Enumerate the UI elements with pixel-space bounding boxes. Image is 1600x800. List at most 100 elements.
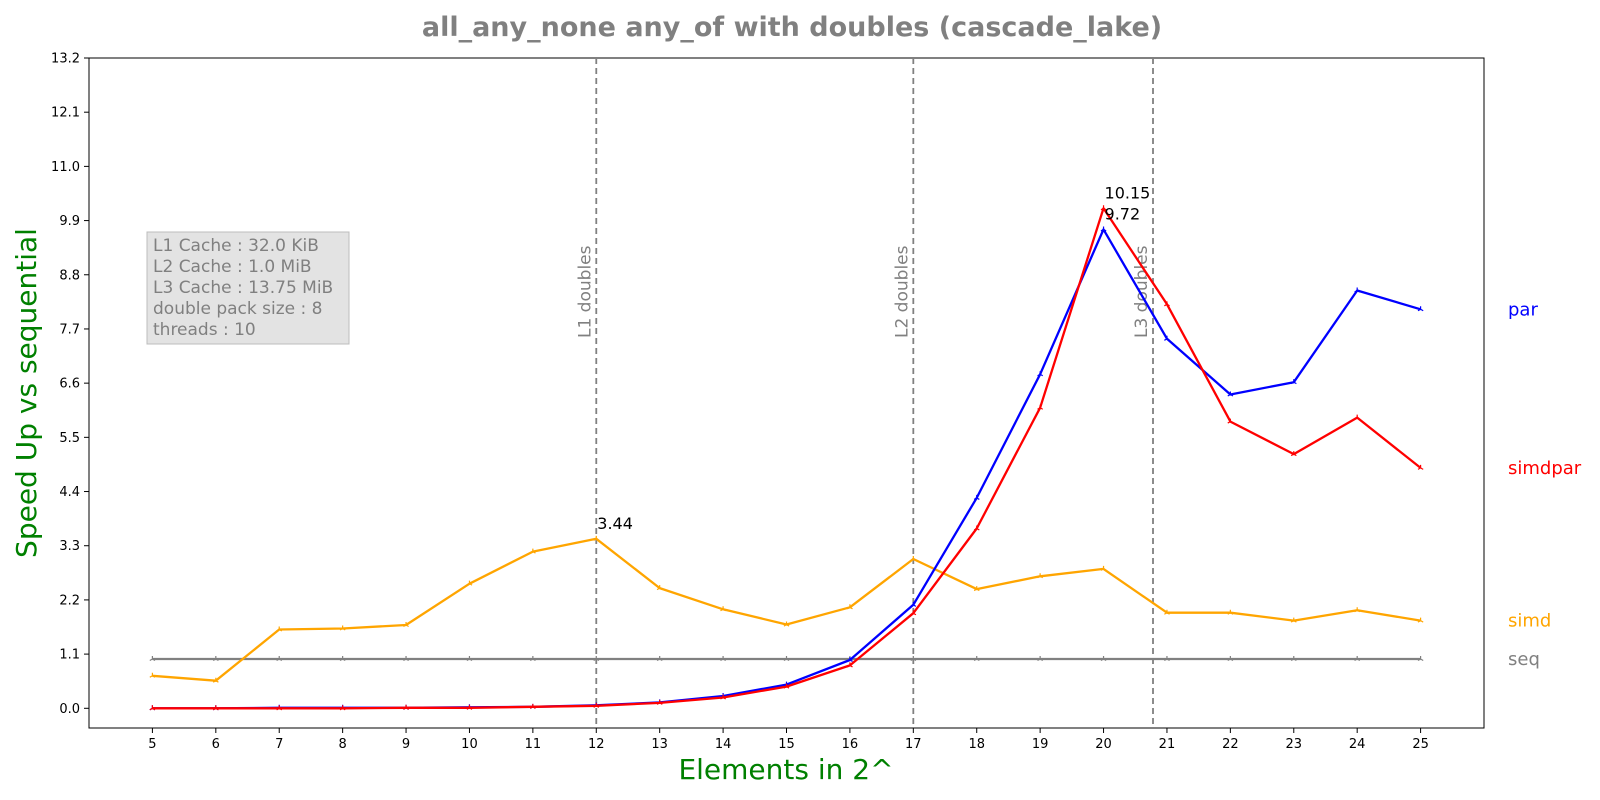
x-tick-label: 19	[1032, 737, 1049, 752]
x-tick-label: 6	[212, 737, 220, 752]
simd-series-label: simd	[1508, 611, 1551, 632]
x-tick-label: 21	[1159, 737, 1176, 752]
plot-frame	[88, 57, 1485, 729]
x-tick-label: 16	[842, 737, 859, 752]
cache-boundary-lines: L1 doubles L2 doubles L3 doubles	[575, 58, 1154, 728]
simdpar-data-point	[1037, 404, 1044, 410]
info-box-background	[146, 231, 350, 345]
x-tick-label: 20	[1095, 737, 1112, 752]
l1-doubles-label: L1 doubles	[575, 245, 595, 338]
x-tick-label: 8	[338, 737, 346, 752]
simdpar-data-point	[910, 610, 917, 616]
simdpar-data-point	[656, 699, 663, 705]
seq-data-point	[1037, 656, 1044, 662]
seq-data-point	[466, 656, 473, 662]
simdpar-data-point	[149, 705, 156, 711]
simdpar-data-point	[466, 704, 473, 710]
simd-data-point	[403, 622, 409, 628]
simd-data-point	[1290, 617, 1297, 623]
par-series-label: par	[1508, 299, 1538, 320]
info-l2-cache: L2 Cache : 1.0 MiB	[153, 257, 312, 277]
simdpar-data-point	[1164, 301, 1170, 307]
simdpar-data-point	[1227, 418, 1234, 424]
simd-data-point	[783, 621, 790, 627]
simdpar-data-point	[1417, 464, 1424, 470]
info-pack-size: double pack size : 8	[153, 299, 322, 319]
y-tick-label: 12.1	[51, 106, 80, 121]
seq-data-point	[529, 656, 536, 662]
x-tick-label: 12	[588, 737, 605, 752]
simdpar-data-point	[1290, 451, 1297, 457]
seq-series-label: seq	[1508, 649, 1540, 670]
x-tick-label: 18	[968, 737, 985, 752]
simdpar-data-point	[783, 683, 790, 689]
simdpar-data-point	[212, 705, 219, 711]
y-tick-label: 5.5	[59, 431, 80, 446]
simdpar-data-point	[403, 704, 409, 710]
simd-data-point	[1354, 607, 1361, 613]
seq-data-point	[1417, 656, 1424, 662]
seq-data-point	[720, 656, 726, 662]
par-data-point	[1100, 226, 1107, 232]
par-data-point	[1290, 379, 1297, 385]
seq-data-point	[403, 656, 409, 662]
par-data-point	[1354, 287, 1361, 293]
y-axis-ticks: 0.0 1.1 2.2 3.3 4.4 5.5 6.6 7.7 8.8 9.9 11.0 12.1 13…	[51, 52, 89, 717]
x-tick-label: 25	[1412, 737, 1429, 752]
x-axis-label: Elements in 2^	[678, 753, 893, 786]
simd-data-point	[593, 535, 600, 541]
annotation-9-72: 9.72	[1105, 204, 1141, 223]
y-axis-label: Speed Up vs sequential	[10, 228, 43, 558]
simd-data-point	[466, 580, 473, 586]
y-tick-label: 0.0	[59, 702, 80, 717]
simd-data-point	[1227, 609, 1234, 615]
simd-data-point	[1164, 609, 1170, 615]
seq-data-point	[783, 656, 790, 662]
simd-data-point	[212, 677, 219, 683]
y-tick-label: 8.8	[59, 268, 80, 283]
x-tick-label: 11	[525, 737, 542, 752]
seq-data-point	[1354, 656, 1361, 662]
seq-data-point	[339, 656, 346, 662]
plot-area	[88, 57, 1485, 729]
par-data-point	[1227, 391, 1234, 397]
y-tick-label: 6.6	[59, 377, 80, 392]
cache-info-box: L1 Cache : 32.0 KiB L2 Cache : 1.0 MiB L…	[146, 231, 350, 345]
seq-data-point	[1100, 656, 1107, 662]
par-data-point	[847, 657, 853, 663]
chart-title: all_any_none any_of with doubles (cascad…	[422, 12, 1162, 43]
simd-data-point	[847, 604, 853, 610]
par-data-point	[910, 601, 917, 607]
simdpar-data-point	[593, 702, 600, 708]
seq-data-point	[1227, 656, 1234, 662]
seq-data-point	[1290, 656, 1297, 662]
simdpar-data-point	[339, 705, 346, 711]
x-tick-label: 9	[402, 737, 410, 752]
simdpar-data-point	[1100, 205, 1107, 211]
annotation-3-44: 3.44	[597, 514, 633, 533]
x-tick-label: 24	[1349, 737, 1366, 752]
l2-doubles-label: L2 doubles	[892, 245, 912, 338]
simd-data-point	[1417, 617, 1424, 623]
seq-data-point	[910, 656, 917, 662]
y-tick-label: 13.2	[51, 52, 80, 67]
simd-data-point	[1037, 573, 1044, 579]
simd-data-point	[339, 625, 346, 631]
info-l3-cache: L3 Cache : 13.75 MiB	[153, 278, 333, 298]
simdpar-data-point	[1354, 414, 1361, 420]
x-tick-label: 5	[148, 737, 156, 752]
simd-data-point	[529, 548, 536, 554]
simd-data-point	[276, 626, 283, 632]
x-tick-label: 15	[778, 737, 795, 752]
seq-data-point	[1164, 656, 1170, 662]
seq-data-point	[593, 656, 600, 662]
x-tick-label: 22	[1222, 737, 1239, 752]
x-tick-label: 23	[1285, 737, 1302, 752]
simd-data-point	[720, 606, 726, 612]
simd-data-point	[973, 586, 980, 592]
par-data-point	[1037, 371, 1044, 377]
seq-data-point	[973, 656, 980, 662]
simd-data-point	[910, 556, 917, 562]
seq-data-point	[276, 656, 283, 662]
